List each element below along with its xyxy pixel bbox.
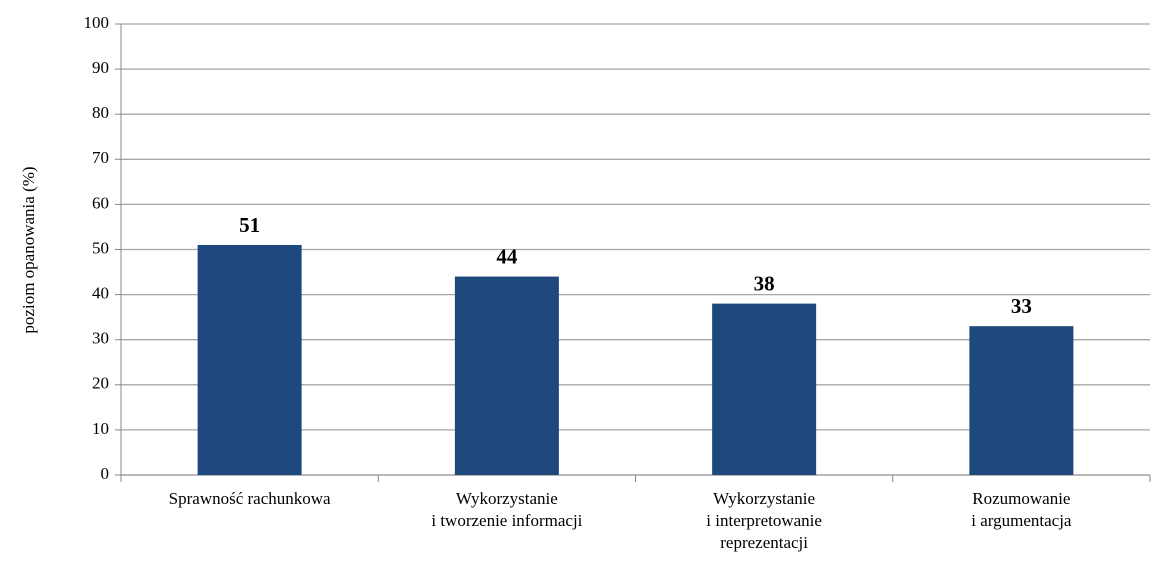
x-tick-label: Sprawność rachunkowa [169, 489, 331, 508]
value-label: 51 [239, 213, 260, 237]
y-tick-label: 60 [92, 193, 109, 212]
y-tick-label: 70 [92, 148, 109, 167]
x-tick-label: Rozumowanie i argumentacja [971, 489, 1072, 530]
value-label: 38 [754, 271, 775, 295]
x-tick-label: Wykorzystanie i interpretowanie reprezenta… [706, 489, 822, 552]
y-tick-label: 90 [92, 58, 109, 77]
y-tick-label: 40 [92, 284, 109, 303]
bar [969, 326, 1074, 475]
bar [712, 303, 817, 475]
bar [197, 244, 302, 475]
y-tick-label: 0 [101, 464, 110, 483]
value-label: 33 [1011, 294, 1032, 318]
x-tick-label: Wykorzystanie i tworzenie informacji [431, 489, 582, 530]
y-tick-label: 20 [92, 374, 109, 393]
y-tick-label: 50 [92, 238, 109, 257]
y-tick-label: 10 [92, 419, 109, 438]
value-label: 44 [496, 244, 518, 268]
y-tick-label: 80 [92, 103, 109, 122]
bar [454, 276, 559, 475]
y-axis-label: poziom opanowania (%) [19, 166, 38, 333]
y-tick-label: 30 [92, 329, 109, 348]
y-tick-label: 100 [84, 13, 110, 32]
